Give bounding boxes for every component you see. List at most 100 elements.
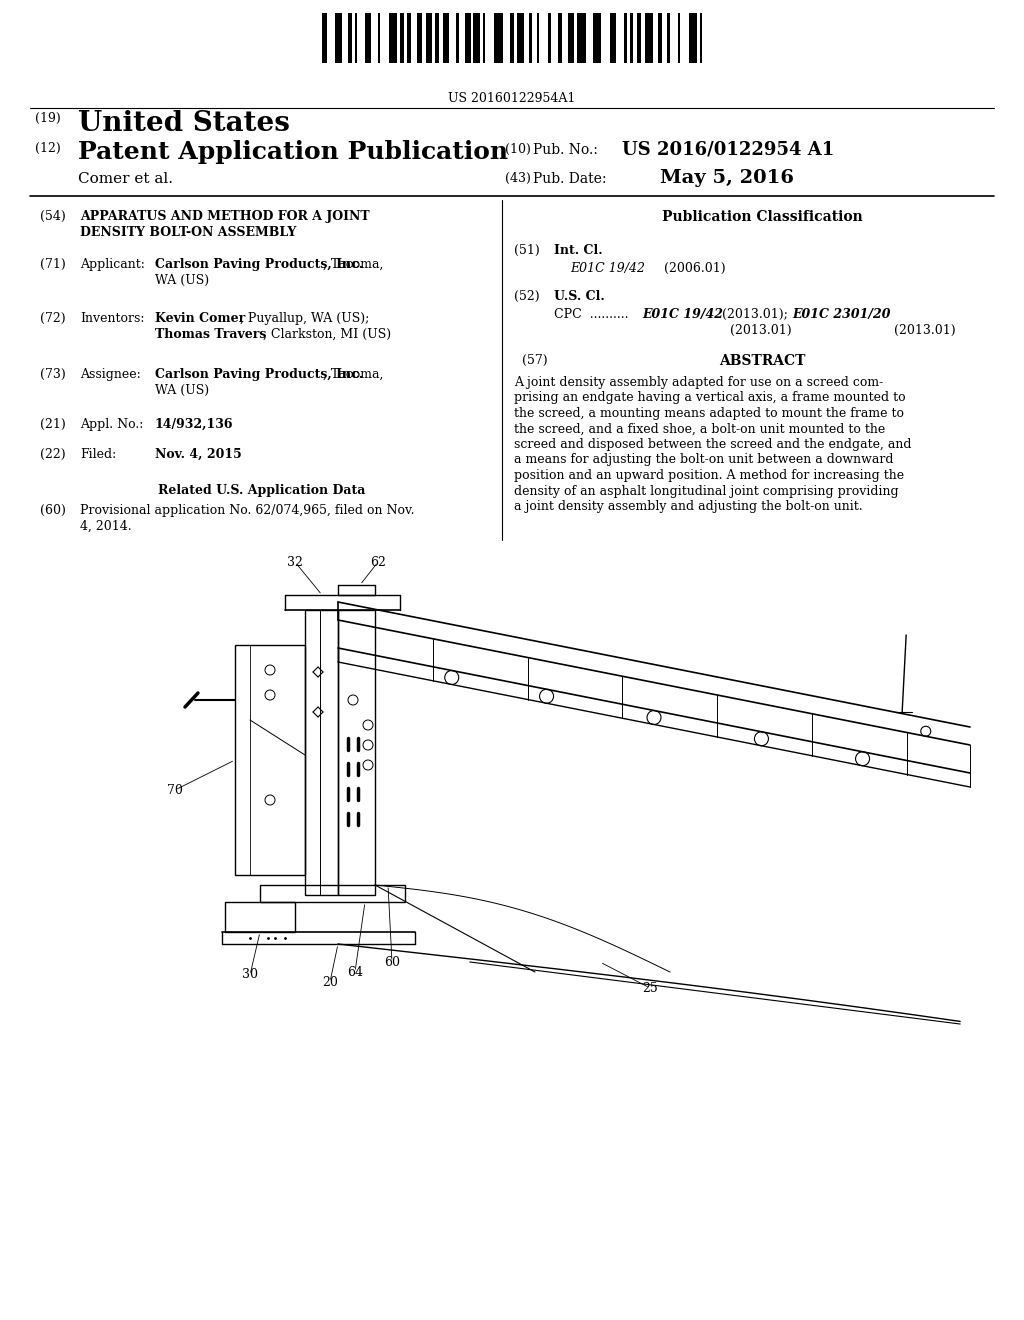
Bar (322, 13, 327, 63)
Bar (407, 13, 411, 63)
Text: (19): (19) (35, 112, 60, 125)
Bar (645, 13, 653, 63)
Bar (657, 13, 662, 63)
Text: Kevin Comer: Kevin Comer (155, 312, 246, 325)
Text: (12): (12) (35, 143, 60, 154)
Bar (348, 13, 351, 63)
Bar (577, 13, 586, 63)
Bar (630, 13, 633, 63)
Bar (517, 13, 523, 63)
Text: Appl. No.:: Appl. No.: (80, 418, 143, 432)
Text: (2013.01): (2013.01) (894, 323, 955, 337)
Bar (609, 13, 615, 63)
Text: screed and disposed between the screed and the endgate, and: screed and disposed between the screed a… (514, 438, 911, 451)
Text: the screed, a mounting means adapted to mount the frame to: the screed, a mounting means adapted to … (514, 407, 904, 420)
Text: (60): (60) (40, 504, 66, 517)
Text: A joint density assembly adapted for use on a screed com-: A joint density assembly adapted for use… (514, 376, 884, 389)
Text: 62: 62 (370, 556, 386, 569)
Text: Patent Application Publication: Patent Application Publication (78, 140, 508, 164)
Text: (21): (21) (40, 418, 66, 432)
Text: 32: 32 (287, 556, 303, 569)
Text: Assignee:: Assignee: (80, 368, 140, 381)
Bar (456, 13, 460, 63)
Text: 60: 60 (384, 956, 400, 969)
Bar (593, 13, 601, 63)
Bar (389, 13, 396, 63)
Bar (426, 13, 432, 63)
Bar (558, 13, 562, 63)
Text: (2006.01): (2006.01) (664, 261, 726, 275)
Bar (528, 13, 531, 63)
Text: (51): (51) (514, 244, 540, 257)
Text: E01C 19/42: E01C 19/42 (570, 261, 645, 275)
Text: (52): (52) (514, 290, 540, 304)
Bar (689, 13, 696, 63)
Bar (473, 13, 479, 63)
Bar (567, 13, 573, 63)
Bar (537, 13, 540, 63)
Bar (668, 13, 671, 63)
Text: , Tacoma,: , Tacoma, (323, 368, 383, 381)
Bar (678, 13, 680, 63)
Text: (2013.01): (2013.01) (730, 323, 792, 337)
Text: Comer et al.: Comer et al. (78, 172, 173, 186)
Text: 30: 30 (242, 969, 258, 982)
Text: Carlson Paving Products, Inc.: Carlson Paving Products, Inc. (155, 257, 364, 271)
Text: E01C 2301/20: E01C 2301/20 (792, 308, 891, 321)
Text: Applicant:: Applicant: (80, 257, 144, 271)
Text: APPARATUS AND METHOD FOR A JOINT: APPARATUS AND METHOD FOR A JOINT (80, 210, 370, 223)
Text: (10): (10) (505, 143, 530, 156)
Text: (57): (57) (522, 354, 548, 367)
Bar (510, 13, 514, 63)
Text: a joint density assembly and adjusting the bolt-on unit.: a joint density assembly and adjusting t… (514, 500, 862, 513)
Bar (465, 13, 471, 63)
Text: Filed:: Filed: (80, 447, 117, 461)
Text: prising an endgate having a vertical axis, a frame mounted to: prising an endgate having a vertical axi… (514, 392, 905, 404)
Bar (400, 13, 403, 63)
Text: US 2016/0122954 A1: US 2016/0122954 A1 (622, 141, 835, 158)
Text: (71): (71) (40, 257, 66, 271)
Text: DENSITY BOLT-ON ASSEMBLY: DENSITY BOLT-ON ASSEMBLY (80, 226, 296, 239)
Text: Provisional application No. 62/074,965, filed on Nov.: Provisional application No. 62/074,965, … (80, 504, 415, 517)
Text: Nov. 4, 2015: Nov. 4, 2015 (155, 447, 242, 461)
Bar (378, 13, 380, 63)
Bar (435, 13, 439, 63)
Text: US 20160122954A1: US 20160122954A1 (449, 92, 575, 106)
Text: Pub. No.:: Pub. No.: (534, 143, 598, 157)
Text: , Tacoma,: , Tacoma, (323, 257, 383, 271)
Text: 14/932,136: 14/932,136 (155, 418, 233, 432)
Text: U.S. Cl.: U.S. Cl. (554, 290, 605, 304)
Bar (625, 13, 627, 63)
Text: (72): (72) (40, 312, 66, 325)
Text: United States: United States (78, 110, 290, 137)
Text: 70: 70 (167, 784, 183, 796)
Text: , Puyallup, WA (US);: , Puyallup, WA (US); (240, 312, 370, 325)
Text: 20: 20 (323, 975, 338, 989)
Text: 25: 25 (642, 982, 657, 994)
Bar (417, 13, 422, 63)
Text: position and an upward position. A method for increasing the: position and an upward position. A metho… (514, 469, 904, 482)
Bar (494, 13, 503, 63)
Text: , Clarkston, MI (US): , Clarkston, MI (US) (263, 327, 391, 341)
Text: Thomas Travers: Thomas Travers (155, 327, 266, 341)
Text: Carlson Paving Products, Inc.: Carlson Paving Products, Inc. (155, 368, 364, 381)
Text: May 5, 2016: May 5, 2016 (660, 169, 794, 187)
Text: (43): (43) (505, 172, 530, 185)
Text: Related U.S. Application Data: Related U.S. Application Data (159, 484, 366, 498)
Text: CPC  ..........: CPC .......... (554, 308, 629, 321)
Bar (548, 13, 551, 63)
Bar (365, 13, 372, 63)
Text: 4, 2014.: 4, 2014. (80, 520, 132, 533)
Text: Publication Classification: Publication Classification (662, 210, 862, 224)
Text: E01C 19/42: E01C 19/42 (642, 308, 723, 321)
Text: ABSTRACT: ABSTRACT (719, 354, 805, 368)
Text: a means for adjusting the bolt-on unit between a downward: a means for adjusting the bolt-on unit b… (514, 454, 894, 466)
Text: (73): (73) (40, 368, 66, 381)
Text: WA (US): WA (US) (155, 384, 209, 397)
Bar (637, 13, 641, 63)
Text: 64: 64 (347, 965, 362, 978)
Text: Pub. Date:: Pub. Date: (534, 172, 606, 186)
Bar (482, 13, 485, 63)
Text: the screed, and a fixed shoe, a bolt-on unit mounted to the: the screed, and a fixed shoe, a bolt-on … (514, 422, 886, 436)
Bar (354, 13, 357, 63)
